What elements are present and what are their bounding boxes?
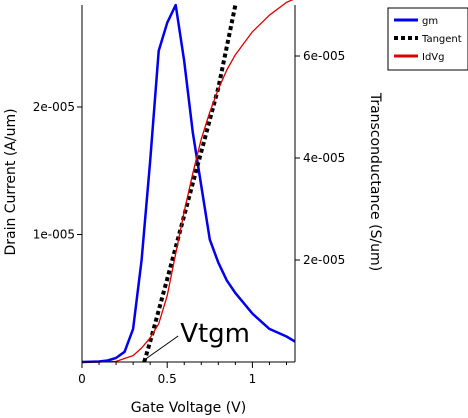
- legend-label-tangent: Tangent: [421, 34, 462, 45]
- annotation-group: Vtgm: [143, 319, 250, 361]
- y-axis-right-label: Transconductance (S/um): [367, 92, 383, 271]
- x-tick-label: 0: [78, 372, 86, 386]
- annotation-vtgm: Vtgm: [180, 319, 250, 349]
- x-tick-label: 1: [249, 372, 257, 386]
- series-line-gm: [81, 3, 296, 364]
- axes-group: [81, 5, 296, 363]
- legend-label-idvg: IdVg: [422, 52, 445, 63]
- x-tick-label: 0.5: [158, 372, 177, 386]
- y-axis-left-label: Drain Current (A/um): [3, 108, 19, 255]
- y-right-tick-label: 2e-005: [303, 253, 345, 267]
- ticks-group: 0 0.5 1 1e-005 2e-005 2e-005 4e-005 6e-005: [33, 49, 346, 386]
- series-line-idvg: [82, 0, 294, 363]
- y-left-tick-label: 2e-005: [33, 100, 75, 114]
- y-left-tick-label: 1e-005: [33, 228, 75, 242]
- series-group: [81, 0, 296, 364]
- legend: gm Tangent IdVg: [387, 7, 468, 71]
- annotation-leader-line: [143, 335, 179, 361]
- y-right-tick-label: 4e-005: [303, 151, 345, 165]
- y-right-tick-label: 6e-005: [303, 49, 345, 63]
- x-axis-label: Gate Voltage (V): [131, 400, 246, 416]
- legend-label-gm: gm: [422, 16, 438, 27]
